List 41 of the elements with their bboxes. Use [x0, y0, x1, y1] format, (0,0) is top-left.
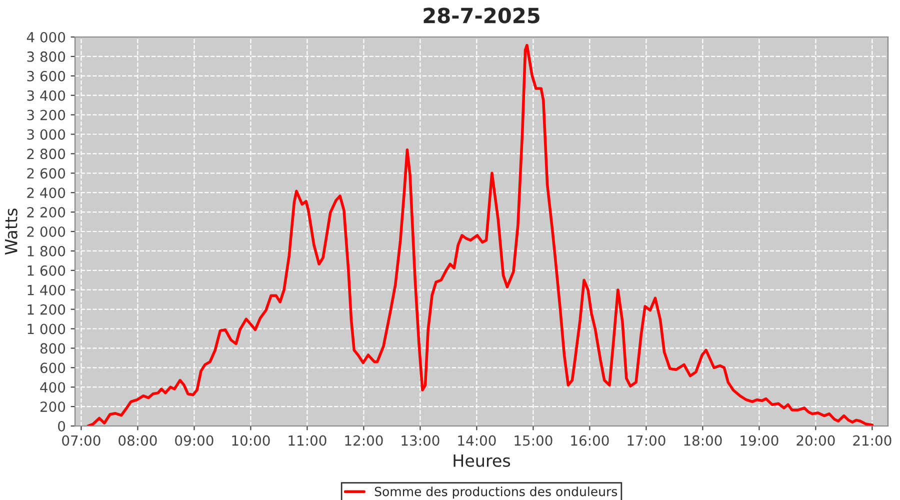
y-tick-label: 800 — [40, 343, 66, 354]
y-tick-label: 2 000 — [27, 226, 66, 237]
x-tick-label: 13:00 — [402, 435, 440, 446]
y-tick-label: 2 800 — [27, 148, 66, 160]
y-tick-label: 1 200 — [28, 304, 66, 315]
x-tick-label: 11:00 — [288, 435, 326, 446]
x-tick-label: 15:00 — [514, 435, 552, 446]
x-tick-label: 20:00 — [796, 435, 835, 446]
x-tick-label: 14:00 — [458, 435, 496, 446]
y-tick-label: 0 — [58, 420, 66, 432]
x-tick-label: 09:00 — [175, 435, 214, 446]
chart-title: 28-7-2025 — [424, 8, 540, 24]
y-tick-label: 600 — [40, 362, 66, 374]
y-tick-label: 2 600 — [27, 168, 66, 179]
line-series — [86, 44, 874, 426]
y-tick-label: 1 000 — [28, 324, 66, 334]
y-tick-label: 1 800 — [28, 246, 66, 256]
x-tick-label: 17:00 — [628, 435, 666, 446]
y-tick-label: 4 000 — [26, 32, 66, 42]
legend-label: Somme des productions des onduleurs — [374, 486, 618, 499]
y-axis-title: Watts — [5, 208, 18, 255]
y-tick-label: 1 600 — [28, 265, 66, 276]
y-tick-label: 3 200 — [27, 110, 66, 120]
y-tick-label: 2 200 — [27, 207, 66, 218]
y-tick-label: 3 600 — [27, 70, 66, 82]
x-tick-label: 08:00 — [118, 435, 157, 446]
y-tick-label: 2 400 — [27, 188, 66, 198]
x-tick-label: 21:00 — [853, 435, 892, 446]
y-tick-label: 3 000 — [27, 129, 66, 140]
x-tick-label: 12:00 — [345, 435, 383, 446]
x-axis-title: Heures — [454, 454, 510, 467]
x-tick-label: 10:00 — [232, 435, 270, 446]
y-tick-label: 3 800 — [27, 51, 66, 62]
x-tick-label: 07:00 — [62, 435, 100, 446]
x-tick-label: 16:00 — [571, 435, 609, 446]
x-tick-label: 19:00 — [740, 435, 778, 446]
y-tick-label: 400 — [40, 382, 66, 393]
x-tick-label: 18:00 — [684, 435, 722, 446]
y-tick-label: 1 400 — [28, 284, 66, 296]
y-tick-label: 3 400 — [27, 90, 66, 101]
y-tick-label: 200 — [40, 402, 66, 412]
